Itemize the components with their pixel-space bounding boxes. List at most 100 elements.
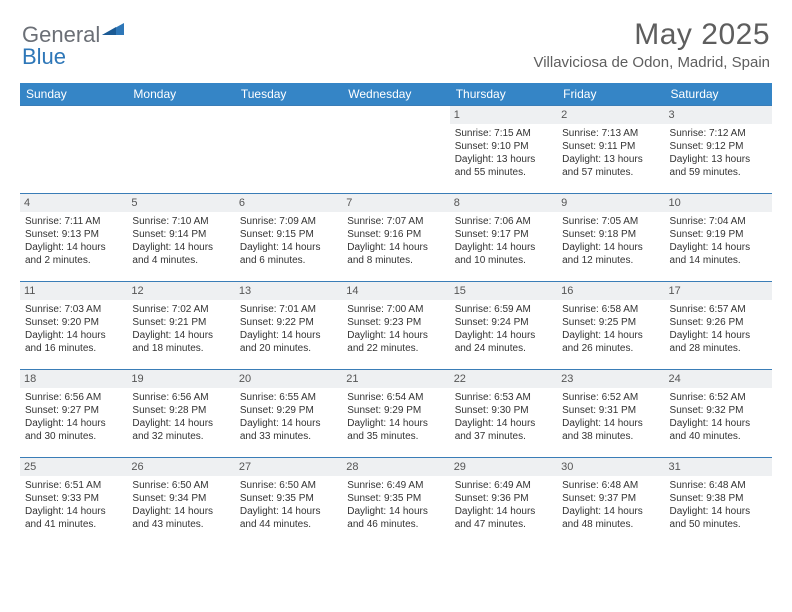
day-number: 16 xyxy=(557,282,664,300)
day-number xyxy=(20,106,127,124)
calendar-week-row: 25 Sunrise: 6:51 AMSunset: 9:33 PMDayligh… xyxy=(20,458,772,546)
day-header: Tuesday xyxy=(235,83,342,106)
calendar-cell: 9Sunrise: 7:05 AMSunset: 9:18 PMDaylight… xyxy=(557,194,664,282)
calendar-cell: 23 Sunrise: 6:52 AMSunset: 9:31 PMDayligh… xyxy=(557,370,664,458)
calendar-cell: 11 Sunrise: 7:03 AMSunset: 9:20 PMDayligh… xyxy=(20,282,127,370)
day-number: 30 xyxy=(557,458,664,476)
day-details: Sunrise: 7:05 AMSunset: 9:18 PMDaylight:… xyxy=(562,215,659,267)
day-number: 19 xyxy=(127,370,234,388)
calendar-week-row: 18 Sunrise: 6:56 AMSunset: 9:27 PMDayligh… xyxy=(20,370,772,458)
day-number: 5 xyxy=(127,194,234,212)
day-number: 3 xyxy=(665,106,772,124)
calendar-cell: 4 Sunrise: 7:11 AMSunset: 9:13 PMDaylight… xyxy=(20,194,127,282)
day-number: 17 xyxy=(665,282,772,300)
day-number: 24 xyxy=(665,370,772,388)
day-number: 2 xyxy=(557,106,664,124)
calendar-cell: 21 Sunrise: 6:54 AMSunset: 9:29 PMDayligh… xyxy=(342,370,449,458)
calendar-table: SundayMondayTuesdayWednesdayThursdayFrid… xyxy=(20,83,772,546)
calendar-cell: 17Sunrise: 6:57 AMSunset: 9:26 PMDayligh… xyxy=(665,282,772,370)
day-details: Sunrise: 6:56 AMSunset: 9:28 PMDaylight:… xyxy=(132,391,229,443)
day-number: 1 xyxy=(450,106,557,124)
day-details: Sunrise: 6:54 AMSunset: 9:29 PMDaylight:… xyxy=(347,391,444,443)
day-number: 21 xyxy=(342,370,449,388)
calendar-cell: 28Sunrise: 6:49 AMSunset: 9:35 PMDayligh… xyxy=(342,458,449,546)
day-number: 7 xyxy=(342,194,449,212)
day-number xyxy=(235,106,342,124)
day-header: Saturday xyxy=(665,83,772,106)
day-details: Sunrise: 6:50 AMSunset: 9:34 PMDaylight:… xyxy=(132,479,229,531)
day-details: Sunrise: 6:48 AMSunset: 9:38 PMDaylight:… xyxy=(670,479,767,531)
day-details: Sunrise: 6:58 AMSunset: 9:25 PMDaylight:… xyxy=(562,303,659,355)
day-header: Wednesday xyxy=(342,83,449,106)
calendar-cell: 25 Sunrise: 6:51 AMSunset: 9:33 PMDayligh… xyxy=(20,458,127,546)
month-title: May 2025 xyxy=(533,18,770,52)
day-header: Monday xyxy=(127,83,234,106)
calendar-cell: 3Sunrise: 7:12 AMSunset: 9:12 PMDaylight… xyxy=(665,106,772,194)
day-number: 20 xyxy=(235,370,342,388)
day-number: 6 xyxy=(235,194,342,212)
calendar-cell xyxy=(127,106,234,194)
calendar-cell: 15 Sunrise: 6:59 AMSunset: 9:24 PMDayligh… xyxy=(450,282,557,370)
calendar-body: 1Sunrise: 7:15 AMSunset: 9:10 PMDaylight… xyxy=(20,106,772,546)
calendar-cell: 12 Sunrise: 7:02 AMSunset: 9:21 PMDayligh… xyxy=(127,282,234,370)
day-number: 8 xyxy=(450,194,557,212)
day-number: 13 xyxy=(235,282,342,300)
day-details: Sunrise: 6:59 AMSunset: 9:24 PMDaylight:… xyxy=(455,303,552,355)
calendar-cell: 2Sunrise: 7:13 AMSunset: 9:11 PMDaylight… xyxy=(557,106,664,194)
title-block: May 2025 Villaviciosa de Odon, Madrid, S… xyxy=(533,18,770,71)
calendar-cell: 20 Sunrise: 6:55 AMSunset: 9:29 PMDayligh… xyxy=(235,370,342,458)
day-header: Thursday xyxy=(450,83,557,106)
day-details: Sunrise: 7:07 AMSunset: 9:16 PMDaylight:… xyxy=(347,215,444,267)
brand-triangle-icon xyxy=(102,21,126,44)
calendar-cell: 24 Sunrise: 6:52 AMSunset: 9:32 PMDayligh… xyxy=(665,370,772,458)
day-details: Sunrise: 7:06 AMSunset: 9:17 PMDaylight:… xyxy=(455,215,552,267)
day-number: 29 xyxy=(450,458,557,476)
day-number: 14 xyxy=(342,282,449,300)
day-number: 25 xyxy=(20,458,127,476)
day-details: Sunrise: 7:09 AMSunset: 9:15 PMDaylight:… xyxy=(240,215,337,267)
day-details: Sunrise: 7:03 AMSunset: 9:20 PMDaylight:… xyxy=(25,303,122,355)
calendar-cell: 13Sunrise: 7:01 AMSunset: 9:22 PMDayligh… xyxy=(235,282,342,370)
calendar-cell: 29 Sunrise: 6:49 AMSunset: 9:36 PMDayligh… xyxy=(450,458,557,546)
day-number xyxy=(342,106,449,124)
day-details: Sunrise: 6:52 AMSunset: 9:31 PMDaylight:… xyxy=(562,391,659,443)
day-header: Sunday xyxy=(20,83,127,106)
day-number: 15 xyxy=(450,282,557,300)
calendar-cell xyxy=(235,106,342,194)
calendar-cell: 31Sunrise: 6:48 AMSunset: 9:38 PMDayligh… xyxy=(665,458,772,546)
day-number: 23 xyxy=(557,370,664,388)
day-details: Sunrise: 6:53 AMSunset: 9:30 PMDaylight:… xyxy=(455,391,552,443)
day-details: Sunrise: 6:55 AMSunset: 9:29 PMDaylight:… xyxy=(240,391,337,443)
day-number: 10 xyxy=(665,194,772,212)
calendar-cell: 8 Sunrise: 7:06 AMSunset: 9:17 PMDaylight… xyxy=(450,194,557,282)
day-details: Sunrise: 6:49 AMSunset: 9:35 PMDaylight:… xyxy=(347,479,444,531)
day-number: 18 xyxy=(20,370,127,388)
day-details: Sunrise: 7:00 AMSunset: 9:23 PMDaylight:… xyxy=(347,303,444,355)
day-details: Sunrise: 6:56 AMSunset: 9:27 PMDaylight:… xyxy=(25,391,122,443)
calendar-cell: 16 Sunrise: 6:58 AMSunset: 9:25 PMDayligh… xyxy=(557,282,664,370)
day-number: 11 xyxy=(20,282,127,300)
calendar-cell: 27Sunrise: 6:50 AMSunset: 9:35 PMDayligh… xyxy=(235,458,342,546)
day-details: Sunrise: 6:52 AMSunset: 9:32 PMDaylight:… xyxy=(670,391,767,443)
calendar-cell: 26 Sunrise: 6:50 AMSunset: 9:34 PMDayligh… xyxy=(127,458,234,546)
day-details: Sunrise: 7:10 AMSunset: 9:14 PMDaylight:… xyxy=(132,215,229,267)
calendar-cell: 14 Sunrise: 7:00 AMSunset: 9:23 PMDayligh… xyxy=(342,282,449,370)
day-number: 26 xyxy=(127,458,234,476)
day-number: 22 xyxy=(450,370,557,388)
day-number xyxy=(127,106,234,124)
day-details: Sunrise: 6:48 AMSunset: 9:37 PMDaylight:… xyxy=(562,479,659,531)
calendar-cell: 19 Sunrise: 6:56 AMSunset: 9:28 PMDayligh… xyxy=(127,370,234,458)
day-number: 12 xyxy=(127,282,234,300)
day-details: Sunrise: 6:49 AMSunset: 9:36 PMDaylight:… xyxy=(455,479,552,531)
calendar-cell: 1Sunrise: 7:15 AMSunset: 9:10 PMDaylight… xyxy=(450,106,557,194)
calendar-cell: 22 Sunrise: 6:53 AMSunset: 9:30 PMDayligh… xyxy=(450,370,557,458)
day-details: Sunrise: 6:50 AMSunset: 9:35 PMDaylight:… xyxy=(240,479,337,531)
day-details: Sunrise: 7:04 AMSunset: 9:19 PMDaylight:… xyxy=(670,215,767,267)
day-number: 4 xyxy=(20,194,127,212)
day-details: Sunrise: 6:51 AMSunset: 9:33 PMDaylight:… xyxy=(25,479,122,531)
calendar-cell: 5 Sunrise: 7:10 AMSunset: 9:14 PMDaylight… xyxy=(127,194,234,282)
day-details: Sunrise: 7:11 AMSunset: 9:13 PMDaylight:… xyxy=(25,215,122,267)
day-details: Sunrise: 7:02 AMSunset: 9:21 PMDaylight:… xyxy=(132,303,229,355)
calendar-week-row: 11 Sunrise: 7:03 AMSunset: 9:20 PMDayligh… xyxy=(20,282,772,370)
calendar-cell: 10 Sunrise: 7:04 AMSunset: 9:19 PMDayligh… xyxy=(665,194,772,282)
